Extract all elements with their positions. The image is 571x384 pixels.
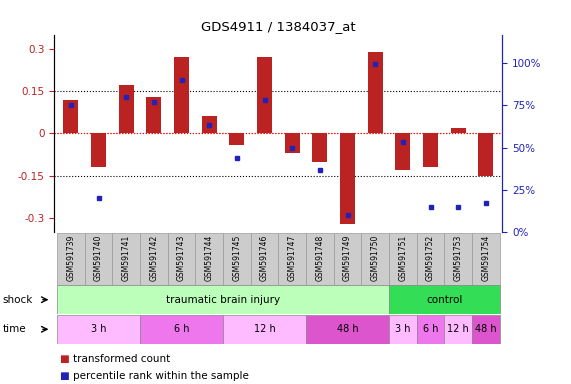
Text: GSM591743: GSM591743 [177, 235, 186, 281]
Bar [389, 233, 417, 285]
Text: GSM591740: GSM591740 [94, 235, 103, 281]
Text: 48 h: 48 h [337, 324, 359, 334]
Bar [140, 315, 223, 344]
Bar [279, 233, 306, 285]
Bar [423, 134, 438, 167]
Bar [119, 85, 134, 134]
Text: 12 h: 12 h [447, 324, 469, 334]
Bar [195, 233, 223, 285]
Bar [444, 315, 472, 344]
Bar [229, 134, 244, 145]
Title: GDS4911 / 1384037_at: GDS4911 / 1384037_at [201, 20, 356, 33]
Bar [478, 134, 493, 176]
Text: percentile rank within the sample: percentile rank within the sample [73, 371, 248, 381]
Bar [395, 134, 411, 170]
Text: GSM591752: GSM591752 [426, 235, 435, 281]
Bar [57, 315, 140, 344]
Bar [417, 315, 444, 344]
Text: 48 h: 48 h [475, 324, 497, 334]
Text: GSM591751: GSM591751 [399, 235, 407, 281]
Bar [333, 233, 361, 285]
Text: GSM591753: GSM591753 [454, 235, 463, 281]
Bar [368, 51, 383, 134]
Bar [361, 233, 389, 285]
Bar [257, 57, 272, 134]
Text: 6 h: 6 h [174, 324, 189, 334]
Text: GSM591741: GSM591741 [122, 235, 131, 281]
Text: GSM591742: GSM591742 [150, 235, 158, 281]
Text: traumatic brain injury: traumatic brain injury [166, 295, 280, 305]
Bar [146, 97, 162, 134]
Text: GSM591754: GSM591754 [481, 235, 490, 281]
Text: transformed count: transformed count [73, 354, 170, 364]
Bar [112, 233, 140, 285]
Bar [91, 134, 106, 167]
Text: GSM591747: GSM591747 [288, 235, 297, 281]
Bar [444, 233, 472, 285]
Text: GSM591745: GSM591745 [232, 235, 242, 281]
Text: ■: ■ [60, 354, 73, 364]
Bar [85, 233, 112, 285]
Text: GSM591744: GSM591744 [204, 235, 214, 281]
Bar [389, 315, 417, 344]
Text: GSM591748: GSM591748 [315, 235, 324, 281]
Bar [63, 99, 78, 134]
Bar [168, 233, 195, 285]
Bar [284, 134, 300, 153]
Bar [451, 128, 466, 134]
Bar [472, 315, 500, 344]
Text: ■: ■ [60, 371, 73, 381]
Text: shock: shock [3, 295, 33, 305]
Bar [140, 233, 168, 285]
Text: 12 h: 12 h [254, 324, 275, 334]
Bar [57, 233, 85, 285]
Text: time: time [3, 324, 26, 334]
Text: GSM591750: GSM591750 [371, 235, 380, 281]
Bar [340, 134, 355, 224]
Bar [174, 57, 189, 134]
Bar [223, 233, 251, 285]
Text: control: control [426, 295, 463, 305]
Bar [306, 315, 389, 344]
Bar [223, 315, 306, 344]
Bar [312, 134, 328, 162]
Text: GSM591749: GSM591749 [343, 235, 352, 281]
Text: GSM591739: GSM591739 [66, 235, 75, 281]
Text: 3 h: 3 h [395, 324, 411, 334]
Bar [251, 233, 279, 285]
Bar [202, 116, 217, 134]
Bar [57, 285, 389, 314]
Text: 3 h: 3 h [91, 324, 106, 334]
Bar [472, 233, 500, 285]
Bar [389, 285, 500, 314]
Text: 6 h: 6 h [423, 324, 439, 334]
Text: GSM591746: GSM591746 [260, 235, 269, 281]
Bar [417, 233, 444, 285]
Bar [306, 233, 333, 285]
